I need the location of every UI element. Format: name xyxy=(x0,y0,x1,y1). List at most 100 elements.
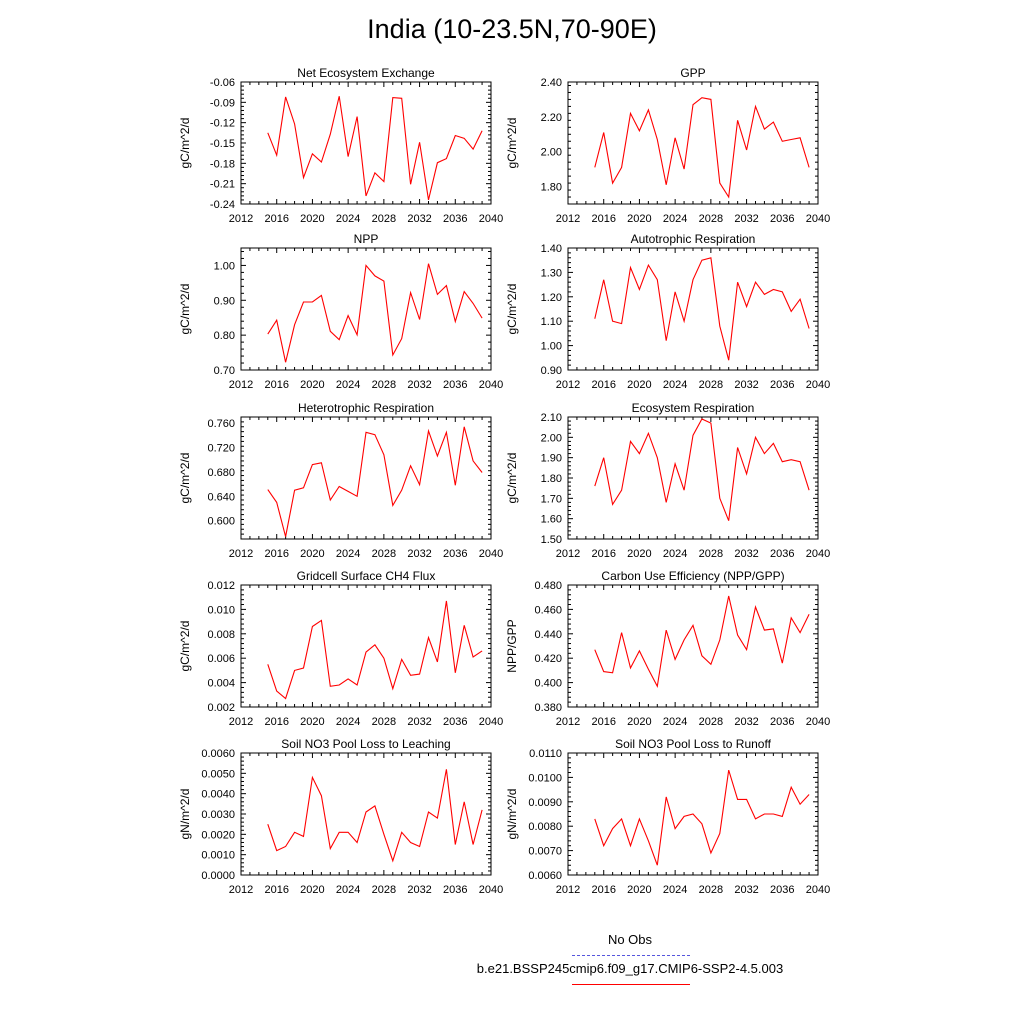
data-point xyxy=(728,520,730,522)
data-point xyxy=(781,291,783,293)
data-point xyxy=(799,137,801,139)
x-tick-label: 2028 xyxy=(699,379,723,391)
data-point xyxy=(374,275,376,277)
data-point xyxy=(763,128,765,130)
x-tick-label: 2032 xyxy=(407,548,431,560)
data-point xyxy=(781,140,783,142)
x-tick-label: 2036 xyxy=(770,213,794,225)
data-point xyxy=(737,281,739,283)
y-tick-label: 1.80 xyxy=(541,473,562,485)
data-point xyxy=(285,697,287,699)
x-tick-label: 2024 xyxy=(336,716,360,728)
data-point xyxy=(790,459,792,461)
data-point xyxy=(772,121,774,123)
data-point xyxy=(728,359,730,361)
x-tick-label: 2012 xyxy=(229,379,253,391)
y-tick-label: 0.0010 xyxy=(201,850,235,862)
y-tick-label: 0.0100 xyxy=(528,772,562,784)
data-point xyxy=(621,632,623,634)
series-line xyxy=(267,769,483,863)
data-point xyxy=(701,823,703,825)
data-point xyxy=(436,293,438,295)
data-point xyxy=(392,688,394,690)
data-point xyxy=(463,426,465,428)
y-tick-label: 0.0090 xyxy=(528,797,562,809)
data-point xyxy=(419,141,421,143)
data-point xyxy=(763,453,765,455)
data-point xyxy=(338,831,340,833)
x-tick-label: 2016 xyxy=(264,379,288,391)
data-point xyxy=(719,325,721,327)
x-tick-label: 2028 xyxy=(372,884,396,896)
data-point xyxy=(728,595,730,597)
x-tick-label: 2020 xyxy=(627,548,651,560)
data-point xyxy=(630,440,632,442)
data-point xyxy=(365,195,367,197)
x-tick-label: 2036 xyxy=(443,716,467,728)
data-point xyxy=(763,293,765,295)
x-tick-label: 2020 xyxy=(300,716,324,728)
data-point xyxy=(701,259,703,261)
data-point xyxy=(763,813,765,815)
y-tick-label: -0.06 xyxy=(210,77,235,89)
x-tick-label: 2040 xyxy=(479,884,503,896)
data-point xyxy=(647,668,649,670)
data-point xyxy=(303,487,305,489)
data-point xyxy=(320,294,322,296)
data-point xyxy=(656,457,658,459)
data-point xyxy=(656,685,658,687)
y-tick-label: 0.480 xyxy=(534,580,562,592)
data-point xyxy=(594,166,596,168)
data-point xyxy=(365,431,367,433)
panel-7: Gridcell Surface CH4 Flux gC/m^2/d 2012 201… xyxy=(178,569,503,728)
x-tick-label: 2012 xyxy=(229,213,253,225)
y-tick-label: 0.0060 xyxy=(201,748,235,760)
data-point xyxy=(445,768,447,770)
data-point xyxy=(799,461,801,463)
data-point xyxy=(746,149,748,151)
data-point xyxy=(665,629,667,631)
x-tick-label: 2028 xyxy=(372,716,396,728)
data-point xyxy=(674,828,676,830)
data-point xyxy=(428,636,430,638)
data-point xyxy=(755,436,757,438)
data-point xyxy=(630,845,632,847)
data-point xyxy=(799,632,801,634)
y-axis-label: gC/m^2/d xyxy=(178,118,192,169)
panel-2: GPP gC/m^2/d 2012 2016 2020 2024 2028 2032 2036 2… xyxy=(505,66,830,225)
y-tick-label: 0.0110 xyxy=(529,748,562,760)
y-tick-label: 1.60 xyxy=(541,514,562,526)
data-point xyxy=(285,361,287,363)
data-point xyxy=(410,292,412,294)
x-tick-label: 2020 xyxy=(300,213,324,225)
series-line xyxy=(267,96,483,201)
data-point xyxy=(612,672,614,674)
panel-title: GPP xyxy=(680,66,705,80)
data-point xyxy=(647,432,649,434)
plot-frame xyxy=(567,247,819,371)
x-tick-label: 2036 xyxy=(770,548,794,560)
x-tick-label: 2016 xyxy=(264,213,288,225)
data-point xyxy=(410,841,412,843)
data-point xyxy=(419,484,421,486)
x-tick-label: 2040 xyxy=(806,716,830,728)
data-point xyxy=(737,447,739,449)
data-point xyxy=(294,123,296,125)
data-point xyxy=(356,116,358,118)
y-tick-label: -0.24 xyxy=(210,199,235,211)
x-tick-label: 2036 xyxy=(770,884,794,896)
data-point xyxy=(710,422,712,424)
y-tick-label: 0.0040 xyxy=(201,789,235,801)
data-point xyxy=(285,96,287,98)
data-point xyxy=(428,199,430,201)
data-point xyxy=(481,130,483,132)
data-point xyxy=(799,803,801,805)
y-tick-label: 2.40 xyxy=(541,77,562,89)
y-axis-label: gC/m^2/d xyxy=(178,621,192,672)
data-point xyxy=(755,606,757,608)
data-point xyxy=(320,462,322,464)
data-point xyxy=(737,634,739,636)
data-point xyxy=(755,105,757,107)
x-tick-label: 2016 xyxy=(591,379,615,391)
data-point xyxy=(445,158,447,160)
